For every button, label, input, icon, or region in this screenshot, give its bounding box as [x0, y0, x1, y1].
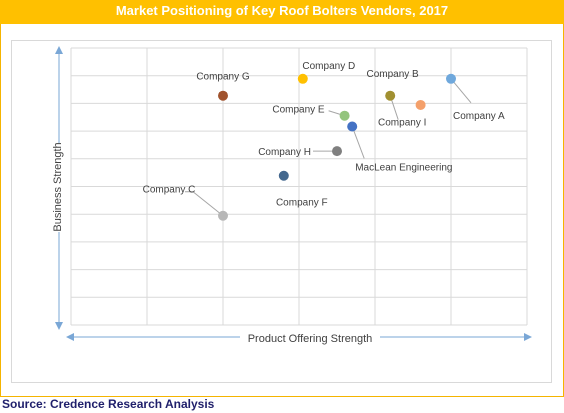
label-maclean-engineering: MacLean Engineering: [355, 162, 452, 173]
label-company-h: Company H: [258, 147, 311, 158]
point-company-a: [446, 73, 456, 84]
data-labels: Company A Company B Company I Company D Comp…: [143, 61, 505, 209]
label-company-b: Company B: [366, 69, 419, 80]
point-company-f: [278, 170, 289, 181]
point-company-c: [218, 210, 228, 221]
axes: [55, 46, 532, 341]
point-company-b: [415, 99, 426, 110]
leader-company-a: [450, 78, 472, 104]
point-company-g: [218, 90, 228, 101]
label-company-c: Company C: [143, 185, 196, 196]
grid-lines: [70, 47, 528, 326]
label-company-i: Company I: [378, 118, 426, 129]
label-company-e: Company E: [272, 105, 325, 116]
source-bar: [0, 396, 564, 413]
label-company-a: Company A: [453, 111, 505, 122]
label-company-f: Company F: [276, 198, 328, 209]
point-company-h: [332, 146, 342, 157]
label-leader-lines: [185, 78, 472, 217]
y-axis-label: Business Strength: [52, 142, 64, 231]
data-points: [218, 73, 456, 221]
point-company-d: [297, 73, 308, 84]
point-maclean-engineering: [347, 121, 358, 132]
x-axis-label: Product Offering Strength: [248, 333, 373, 345]
label-company-d: Company D: [302, 61, 355, 72]
leader-company-c: [185, 191, 224, 217]
point-company-e: [339, 110, 350, 121]
plot-area-border: [11, 40, 552, 383]
point-company-i: [385, 90, 396, 101]
leader-maclean-engineering: [351, 126, 365, 159]
label-company-g: Company G: [196, 72, 250, 83]
chart-title: Market Positioning of Key Roof Bolters V…: [0, 0, 564, 24]
source-note: Source: Credence Research Analysis: [2, 397, 215, 411]
